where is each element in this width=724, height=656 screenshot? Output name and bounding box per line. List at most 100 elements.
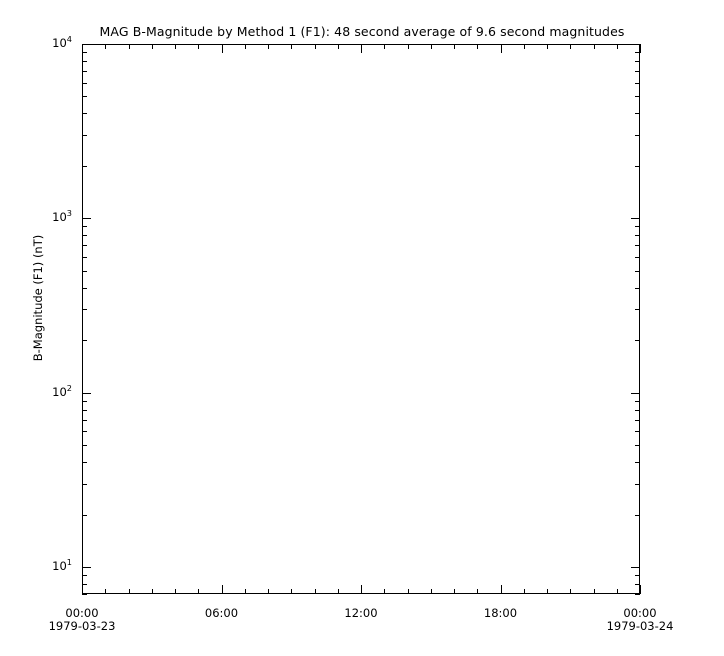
- x-axis-tick-time: 00:00: [65, 606, 99, 620]
- y-axis-minor-tick: [635, 165, 640, 167]
- x-axis-minor-tick: [616, 589, 618, 594]
- y-axis-minor-tick: [82, 96, 87, 98]
- y-axis-minor-tick: [82, 483, 87, 485]
- y-axis-minor-tick: [635, 51, 640, 53]
- y-axis-minor-tick: [82, 583, 87, 585]
- x-axis-minor-tick: [523, 589, 525, 594]
- x-axis-tick-time: 06:00: [204, 606, 239, 620]
- y-axis-minor-tick: [82, 287, 87, 289]
- y-axis-minor-tick: [82, 82, 87, 84]
- plot-area[interactable]: [82, 44, 640, 594]
- y-axis-minor-tick: [635, 235, 640, 237]
- x-axis-minor-tick: [593, 589, 595, 594]
- x-axis-minor-tick: [454, 589, 455, 594]
- x-axis-minor-tick: [616, 44, 618, 49]
- y-axis-minor-tick: [82, 235, 87, 237]
- y-axis-minor-tick: [82, 462, 87, 464]
- y-axis-minor-tick: [82, 60, 87, 62]
- y-axis-minor-tick: [635, 245, 640, 247]
- y-axis-major-tick: [82, 566, 91, 568]
- y-axis-minor-tick: [635, 113, 640, 115]
- x-axis-minor-tick: [407, 44, 409, 49]
- x-axis-minor-tick: [547, 44, 548, 49]
- y-axis-minor-tick: [635, 431, 640, 433]
- y-axis-tick-label: 104: [52, 34, 72, 50]
- x-axis-minor-tick: [175, 44, 176, 49]
- x-axis-minor-tick: [291, 44, 293, 49]
- y-axis-minor-tick: [635, 419, 640, 421]
- data-series-canvas: [83, 45, 639, 593]
- x-axis-tick-time: 00:00: [623, 606, 657, 620]
- y-axis-minor-tick: [82, 71, 87, 72]
- y-axis-minor-tick: [635, 400, 640, 402]
- y-axis-minor-tick: [82, 245, 87, 247]
- y-axis-minor-tick: [82, 135, 87, 137]
- x-axis-minor-tick: [430, 589, 432, 594]
- y-axis-minor-tick: [635, 483, 640, 485]
- page-title: MAG B-Magnitude by Method 1 (F1): 48 sec…: [99, 24, 625, 39]
- x-axis-minor-tick: [244, 44, 246, 49]
- y-axis-minor-tick: [82, 431, 87, 433]
- y-axis-minor-tick: [82, 51, 87, 53]
- y-axis-minor-tick: [635, 594, 640, 595]
- x-axis-minor-tick: [384, 44, 386, 49]
- x-axis-minor-tick: [477, 44, 479, 49]
- x-axis-tick-label: 12:00: [316, 607, 406, 620]
- x-axis-tick-date: 1979-03-23: [48, 619, 116, 633]
- y-axis-major-tick: [631, 566, 640, 568]
- y-axis-minor-tick: [82, 309, 87, 311]
- x-axis-minor-tick: [454, 44, 455, 49]
- y-axis-minor-tick: [82, 113, 87, 115]
- y-axis-major-tick: [631, 218, 640, 220]
- x-axis-tick-time: 18:00: [483, 606, 518, 620]
- y-axis-minor-tick: [635, 135, 640, 137]
- y-axis-tick-label: 102: [52, 382, 72, 399]
- y-axis-minor-tick: [82, 165, 87, 167]
- y-axis-minor-tick: [635, 287, 640, 289]
- y-axis-major-tick: [82, 44, 91, 45]
- y-axis-tick-label: 101: [52, 557, 72, 573]
- y-axis-minor-tick: [635, 340, 640, 342]
- x-axis-minor-tick: [337, 589, 339, 594]
- x-axis-minor-tick: [151, 589, 153, 594]
- y-axis-minor-tick: [82, 445, 87, 447]
- y-axis-minor-tick: [635, 257, 640, 258]
- x-axis-minor-tick: [198, 44, 200, 49]
- x-axis-minor-tick: [337, 44, 339, 49]
- x-axis-minor-tick: [314, 589, 316, 594]
- x-axis-minor-tick: [547, 589, 548, 594]
- x-axis-major-tick: [82, 585, 83, 594]
- y-axis-minor-tick: [635, 96, 640, 98]
- x-axis-minor-tick: [244, 589, 246, 594]
- y-axis-minor-tick: [82, 400, 87, 402]
- x-axis-minor-tick: [128, 44, 130, 49]
- x-axis-minor-tick: [523, 44, 525, 49]
- x-axis-major-tick: [361, 44, 362, 53]
- y-axis-minor-tick: [635, 409, 640, 411]
- y-axis-minor-tick: [82, 514, 87, 516]
- x-axis-major-tick: [82, 44, 83, 53]
- y-axis-major-tick: [631, 392, 640, 394]
- x-axis-tick-date: 1979-03-24: [606, 619, 674, 633]
- x-axis-minor-tick: [593, 44, 595, 49]
- y-axis-minor-tick: [635, 514, 640, 516]
- x-axis-major-tick: [640, 585, 641, 594]
- x-axis-major-tick: [221, 585, 223, 594]
- x-axis-minor-tick: [570, 44, 572, 49]
- y-axis-minor-tick: [635, 82, 640, 84]
- x-axis-minor-tick: [407, 589, 409, 594]
- y-axis-minor-tick: [635, 462, 640, 464]
- x-axis-major-tick: [500, 585, 502, 594]
- y-axis-minor-tick: [82, 226, 87, 228]
- y-axis-minor-tick: [635, 445, 640, 447]
- x-axis-minor-tick: [268, 589, 269, 594]
- y-axis-minor-tick: [82, 574, 87, 576]
- y-axis-minor-tick: [82, 340, 87, 342]
- x-axis-tick-label: 06:00: [177, 607, 267, 620]
- y-axis-minor-tick: [635, 574, 640, 576]
- x-axis-minor-tick: [105, 589, 107, 594]
- x-axis-major-tick: [361, 585, 362, 594]
- y-axis-major-tick: [82, 218, 91, 220]
- x-axis-major-tick: [640, 44, 641, 53]
- x-axis-tick-label: 18:00: [456, 607, 546, 620]
